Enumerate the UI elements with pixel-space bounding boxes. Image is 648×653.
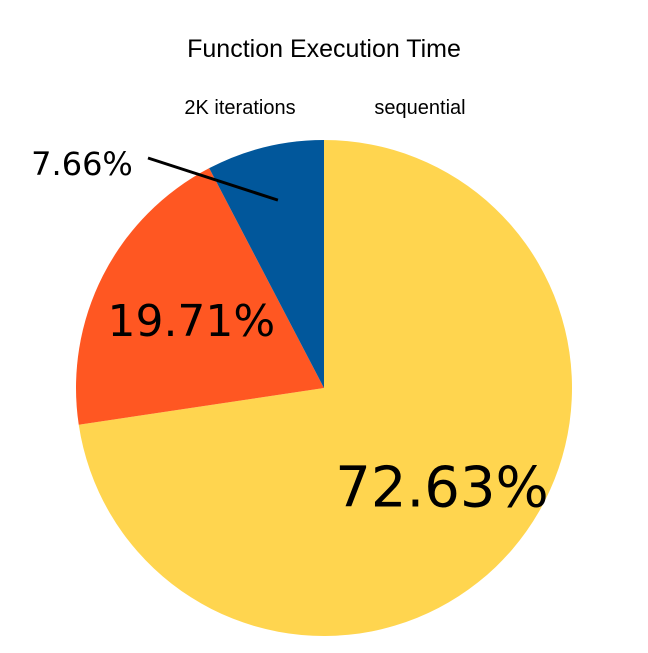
slice-leader-line: [147, 156, 279, 202]
chart-title: Function Execution Time: [187, 35, 461, 63]
pie-slices: [76, 140, 573, 636]
slice-value-label: 19.71%: [107, 296, 275, 347]
chart-subtitle-mode: sequential: [374, 97, 465, 119]
chart-subtitle-iterations: 2K iterations: [184, 97, 295, 119]
pie-slice: [78, 140, 573, 636]
slice-value-label: 72.63%: [335, 456, 549, 521]
pie-slice: [209, 140, 324, 388]
slice-value-label: 7.66%: [31, 145, 133, 183]
pie-labels: 72.63% 19.71% 7.66%: [31, 145, 549, 521]
pie-slice: [76, 168, 324, 425]
